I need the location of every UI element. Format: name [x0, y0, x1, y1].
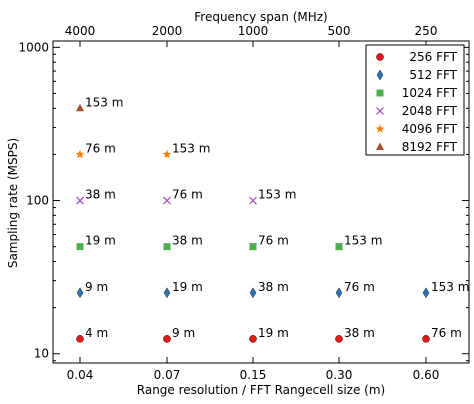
legend-label: 8192 FFT [402, 140, 458, 154]
point-512-fft [422, 287, 430, 299]
point-4096-fft [75, 149, 85, 159]
y-tick-label: 100 [26, 194, 49, 208]
point-label: 153 m [431, 280, 469, 294]
point-label: 19 m [258, 326, 289, 340]
top-tick-label: 250 [415, 24, 438, 38]
marks-layer: 4 m 9 m 19 m 38 m 76 m 9 m 19 m 38 m 76 m 153 m 19… [75, 95, 469, 343]
legend-label: 256 FFT [409, 50, 457, 64]
point-label: 153 m [344, 234, 382, 248]
x-tick-label: 0.15 [240, 368, 267, 382]
legend-label: 512 FFT [409, 68, 457, 82]
point-256-fft [335, 335, 343, 343]
point-4096-fft [162, 149, 172, 159]
x-tick-label: 0.30 [326, 368, 353, 382]
point-2048-fft [163, 196, 171, 205]
point-label: 4 m [85, 326, 108, 340]
plot-frame [52, 40, 470, 364]
legend: 256 FFT 512 FFT 1024 FFT 2048 FFT 4096 FFT 81… [365, 44, 465, 156]
legend-marker-4096-fft [375, 124, 385, 133]
legend-label: 2048 FFT [402, 104, 458, 118]
legend-marker-8192-fft [376, 142, 384, 150]
point-label: 38 m [344, 326, 375, 340]
legend-box [365, 44, 465, 156]
point-8192-fft [76, 103, 84, 112]
top-axis-title: Frequency span (MHz) [194, 10, 328, 24]
point-label: 38 m [258, 280, 289, 294]
point-label: 76 m [258, 234, 289, 248]
x-tick-label: 0.60 [413, 368, 440, 382]
top-tick-label: 500 [328, 24, 351, 38]
tick-layer: 0.04 0.07 0.15 0.30 0.60 4000 2000 1000 500 250 10… [18, 24, 469, 382]
point-label: 76 m [344, 280, 375, 294]
point-256-fft [422, 335, 430, 343]
legend-marker-512-fft [376, 69, 384, 81]
point-label: 153 m [172, 141, 210, 155]
point-512-fft [163, 287, 171, 299]
y-axis-title: Sampling rate (MSPS) [6, 138, 20, 268]
point-512-fft [335, 287, 343, 299]
point-256-fft [249, 335, 257, 343]
point-label: 9 m [172, 326, 195, 340]
point-label: 19 m [172, 280, 203, 294]
point-256-fft [163, 335, 171, 343]
point-512-fft [76, 287, 84, 299]
y-tick-label: 10 [34, 347, 49, 361]
point-1024-fft [163, 243, 171, 251]
point-label: 153 m [85, 95, 123, 109]
point-label: 38 m [172, 234, 203, 248]
point-label: 76 m [172, 188, 203, 202]
legend-label: 1024 FFT [402, 86, 458, 100]
point-256-fft [76, 335, 84, 343]
legend-marker-1024-fft [376, 89, 384, 97]
x-tick-label: 0.07 [154, 368, 181, 382]
point-2048-fft [76, 196, 84, 205]
legend-label: 4096 FFT [402, 122, 458, 136]
top-tick-label: 1000 [238, 24, 269, 38]
top-tick-label: 4000 [65, 24, 96, 38]
point-1024-fft [76, 243, 84, 251]
point-2048-fft [249, 196, 257, 205]
point-label: 9 m [85, 280, 108, 294]
point-label: 38 m [85, 188, 116, 202]
point-label: 19 m [85, 234, 116, 248]
point-1024-fft [335, 243, 343, 251]
top-tick-label: 2000 [152, 24, 183, 38]
point-1024-fft [249, 243, 257, 251]
legend-marker-256-fft [376, 53, 384, 61]
point-label: 76 m [431, 326, 462, 340]
y-tick-label: 1000 [18, 40, 49, 54]
x-axis-title: Range resolution / FFT Rangecell size (m… [137, 383, 385, 397]
point-label: 76 m [85, 141, 116, 155]
point-label: 153 m [258, 188, 296, 202]
point-512-fft [249, 287, 257, 299]
x-tick-label: 0.04 [67, 368, 94, 382]
legend-marker-2048-fft [376, 107, 384, 115]
